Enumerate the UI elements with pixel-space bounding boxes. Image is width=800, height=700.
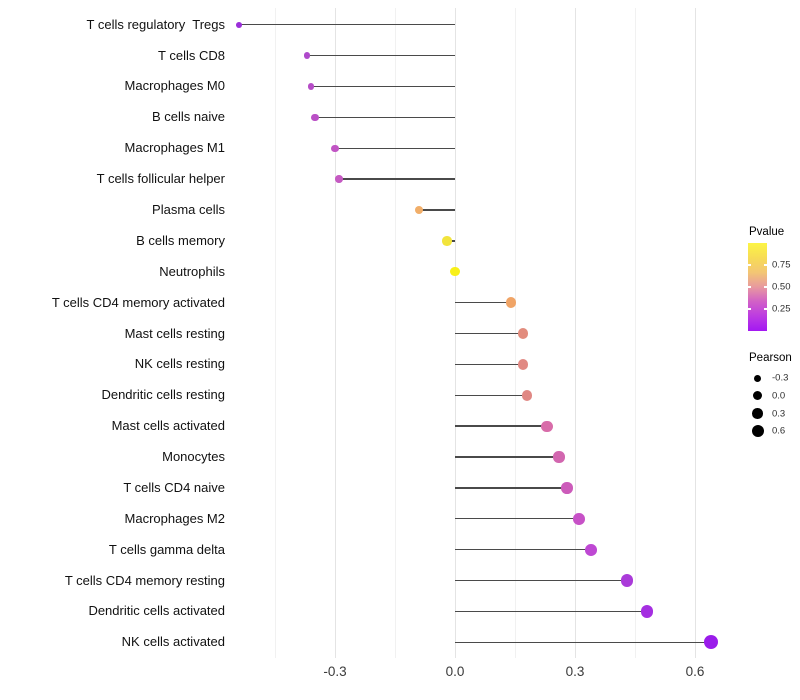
gridline-minor	[634, 8, 636, 658]
lollipop-stem	[307, 54, 455, 57]
colorbar-tick-left	[748, 264, 751, 266]
y-axis-label: B cells naive	[152, 109, 225, 125]
colorbar-tick-left	[748, 286, 751, 288]
y-axis-label: Dendritic cells resting	[101, 387, 225, 403]
y-axis-label: NK cells resting	[134, 356, 225, 372]
data-point	[311, 113, 319, 121]
lollipop-stem	[455, 548, 591, 551]
gridline-major	[694, 8, 696, 658]
x-axis-tick-label: 0.6	[685, 664, 705, 679]
lollipop-stem	[311, 85, 455, 88]
x-axis-tick-label: 0.3	[565, 664, 585, 679]
data-point	[450, 266, 460, 277]
lollipop-stem	[455, 394, 527, 396]
y-axis-label: B cells memory	[136, 232, 225, 248]
lollipop-stem	[419, 209, 455, 211]
pearson-size-dot	[753, 391, 762, 401]
data-point	[573, 512, 585, 525]
pearson-size-dot	[751, 425, 764, 438]
data-point	[704, 635, 718, 650]
lollipop-stem	[455, 456, 559, 458]
gridline-major	[574, 8, 576, 658]
y-axis-label: Mast cells resting	[124, 325, 225, 341]
data-point	[620, 574, 634, 587]
colorbar-tick-right	[764, 264, 767, 266]
lollipop-stem	[315, 116, 455, 119]
pearson-size-label: 0.6	[772, 425, 786, 437]
pearson-size-label: -0.3	[772, 372, 789, 384]
colorbar-tick-label: 0.75	[772, 259, 791, 271]
colorbar-tick-right	[764, 286, 767, 288]
y-axis-label: Neutrophils	[159, 263, 225, 279]
data-point	[236, 21, 242, 28]
pvalue-colorbar	[748, 243, 767, 331]
y-axis-label: Macrophages M0	[124, 78, 225, 94]
colorbar-tick-label: 0.25	[772, 303, 791, 315]
lollipop-stem	[455, 487, 567, 489]
lollipop-stem	[455, 518, 579, 520]
data-point	[521, 389, 533, 401]
pearson-size-label: 0.3	[772, 408, 786, 420]
y-axis-label: NK cells activated	[121, 634, 225, 650]
colorbar-tick-label: 0.50	[772, 281, 791, 293]
lollipop-stem	[455, 610, 647, 613]
y-axis-label: Macrophages M1	[124, 140, 225, 156]
data-point	[331, 144, 339, 152]
lollipop-stem	[455, 641, 711, 643]
data-point	[541, 420, 553, 432]
lollipop-stem	[335, 147, 455, 149]
data-point	[505, 297, 517, 308]
lollipop-stem	[455, 425, 547, 427]
y-axis-label: Macrophages M2	[124, 510, 225, 526]
y-axis-label: T cells gamma delta	[108, 541, 225, 557]
data-point	[335, 175, 343, 183]
lollipop-stem	[455, 579, 627, 582]
y-axis-label: Mast cells activated	[111, 418, 225, 434]
y-axis-label: T cells CD8	[158, 47, 225, 63]
data-point	[307, 82, 315, 90]
data-point	[414, 205, 424, 215]
pvalue-legend-title: Pvalue	[749, 226, 785, 238]
data-point	[585, 543, 597, 556]
gridline-major	[334, 8, 336, 658]
data-point	[442, 236, 452, 246]
pearson-size-label: 0.0	[772, 390, 786, 402]
lollipop-stem	[239, 24, 455, 26]
colorbar-tick-left	[748, 308, 751, 310]
lollipop-stem	[455, 363, 523, 366]
lollipop-stem	[455, 301, 511, 304]
y-axis-label: T cells CD4 memory activated	[51, 294, 225, 310]
x-axis-tick-label: -0.3	[323, 664, 347, 679]
gridline-minor	[274, 8, 276, 658]
data-point	[640, 604, 654, 618]
data-point	[553, 451, 565, 463]
y-axis-label: T cells regulatory Tregs	[86, 16, 225, 32]
x-axis-tick-label: 0.0	[445, 664, 465, 679]
y-axis-label: Monocytes	[162, 449, 225, 465]
data-point	[517, 328, 529, 339]
y-axis-label: T cells CD4 memory resting	[64, 572, 225, 588]
data-point	[517, 359, 529, 370]
y-axis-label: T cells follicular helper	[96, 171, 225, 187]
y-axis-label: Plasma cells	[152, 201, 225, 217]
data-point	[561, 482, 573, 494]
data-point	[303, 52, 311, 60]
y-axis-label: Dendritic cells activated	[88, 603, 225, 619]
pearson-size-dot	[752, 408, 763, 419]
y-axis-label: T cells CD4 naive	[123, 479, 225, 495]
lollipop-stem	[339, 178, 455, 180]
lollipop-stem	[455, 332, 523, 335]
pearson-legend-title: Pearson	[749, 352, 792, 364]
gridline-minor	[394, 8, 396, 658]
pearson-size-dot	[754, 374, 761, 382]
colorbar-tick-right	[764, 308, 767, 310]
